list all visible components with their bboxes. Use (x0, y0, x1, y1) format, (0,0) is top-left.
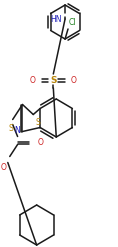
Text: S: S (50, 76, 57, 84)
Text: O: O (71, 76, 77, 84)
Text: N: N (14, 126, 20, 135)
Text: S: S (35, 118, 40, 126)
Text: Cl: Cl (69, 18, 76, 27)
Text: HN: HN (51, 16, 62, 24)
Text: O: O (37, 138, 43, 147)
Text: O: O (1, 163, 7, 171)
Text: S: S (8, 124, 13, 132)
Text: O: O (30, 76, 36, 84)
